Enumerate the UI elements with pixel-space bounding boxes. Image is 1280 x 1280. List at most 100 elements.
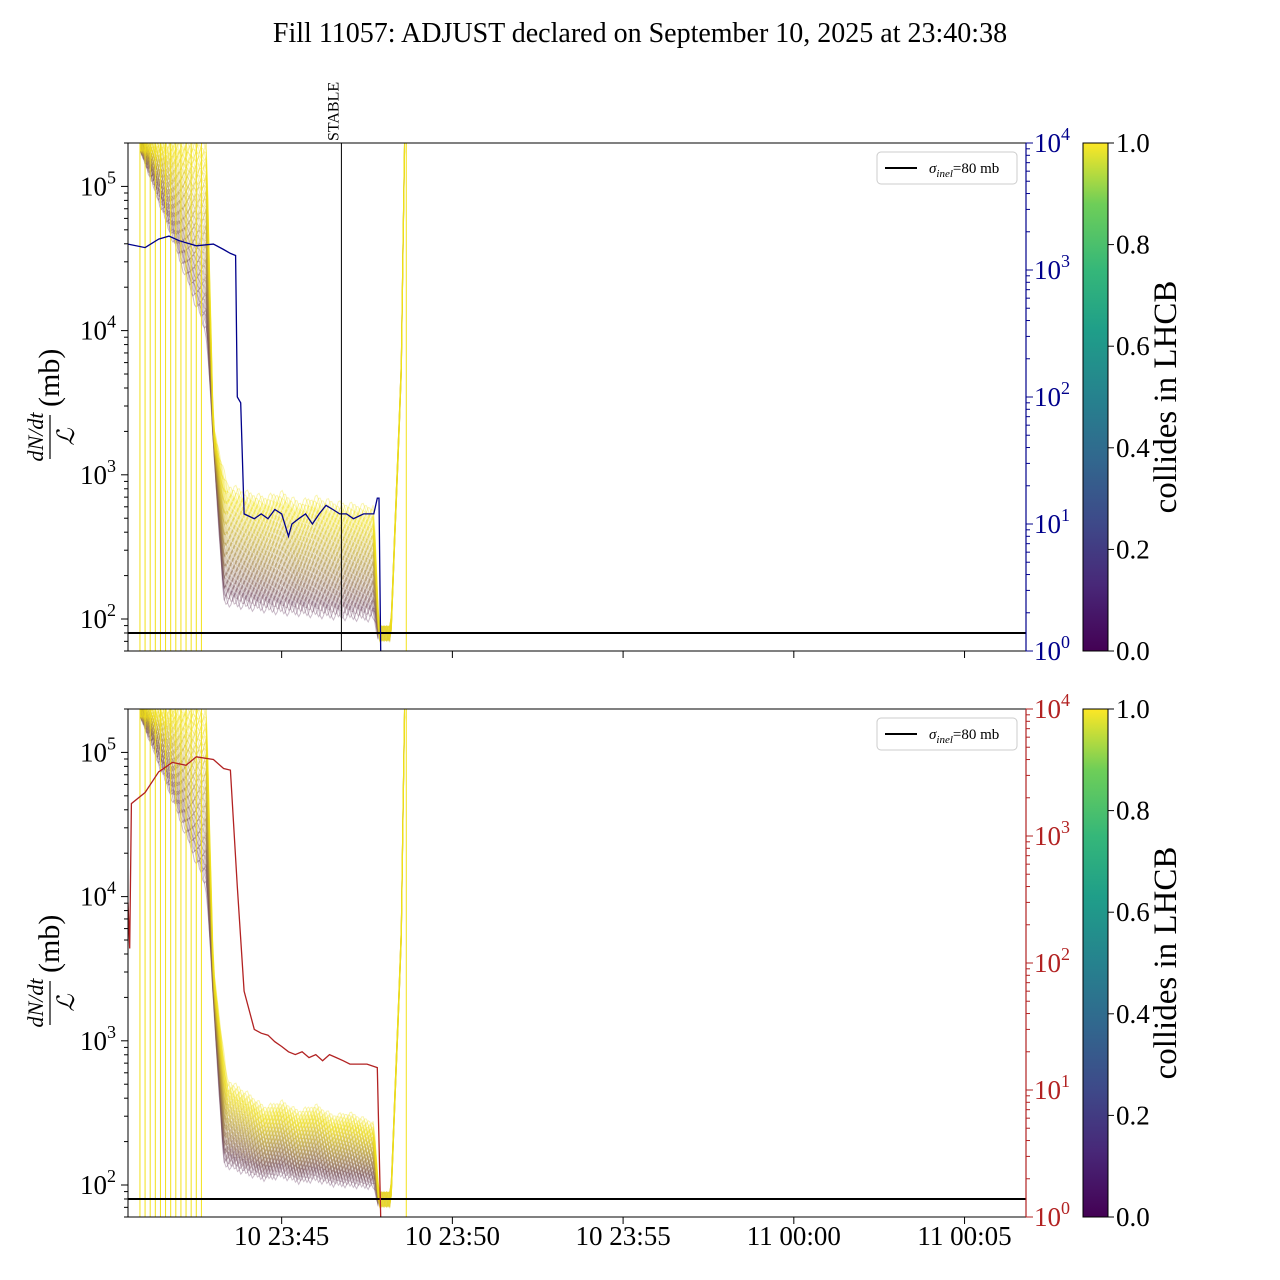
colorbar-tick-label: 0.6	[1116, 331, 1150, 361]
bunch-trace	[139, 143, 379, 628]
bunch-trace	[139, 143, 406, 643]
bunch-trace	[141, 709, 379, 1203]
bunch-trace	[139, 709, 406, 1209]
bunch-trace	[139, 713, 379, 1189]
bunch-trace	[141, 143, 406, 642]
right-tick-exponent: 3	[1061, 251, 1070, 271]
bunch-trace	[139, 711, 379, 1193]
bunch-trace	[140, 143, 379, 639]
bunch-trace	[139, 143, 379, 624]
right-tick-exponent: 4	[1061, 690, 1070, 710]
x-tick-label: 11 00:00	[747, 1221, 841, 1251]
y-label-numerator: dN/dt	[23, 978, 48, 1028]
bunch-trace	[139, 709, 379, 1193]
legend-subscript: inel	[936, 168, 953, 180]
right-tick-exponent: 0	[1061, 1198, 1070, 1218]
bunch-trace	[139, 143, 406, 642]
bunch-trace	[140, 143, 405, 642]
bunch-trace	[139, 709, 406, 1208]
bunch-trace	[139, 709, 406, 1209]
bunch-trace	[139, 143, 406, 643]
legend-sigma: σ	[929, 727, 937, 743]
bunch-trace	[139, 709, 379, 1192]
y-tick-label: 102	[80, 600, 116, 634]
bunch-trace	[139, 709, 379, 1200]
bunch-trace	[139, 709, 379, 1190]
right-tick-base: 10	[1034, 1075, 1061, 1105]
bunch-trace	[140, 143, 379, 625]
chart-title: Fill 11057: ADJUST declared on September…	[272, 18, 1008, 49]
colorbar-tick-label: 0.6	[1116, 897, 1150, 927]
legend-box	[876, 151, 1018, 185]
y-label-denominator: ℒ	[54, 428, 80, 446]
colorbar-tick-label: 0.2	[1116, 1100, 1150, 1130]
y-tick-exponent: 2	[107, 600, 116, 620]
bunch-trace	[140, 143, 379, 630]
bunch-trace	[139, 709, 379, 1199]
bunch-trace	[140, 709, 379, 1206]
colorbar-tick-label: 0.2	[1116, 534, 1150, 564]
stable-label: STABLE	[325, 82, 342, 141]
bunch-trace	[143, 709, 406, 1208]
bunch-trace	[141, 143, 379, 639]
bunch-trace	[139, 709, 379, 1202]
right-tick-base: 10	[1034, 255, 1061, 285]
colorbar-tick-label: 0.4	[1116, 433, 1150, 463]
colorbar	[1082, 708, 1109, 1218]
bunch-trace	[139, 709, 379, 1190]
bunch-trace	[139, 143, 406, 642]
bunch-trace	[139, 709, 406, 1208]
plot-area-lower	[128, 709, 1026, 1217]
colorbar-tick-label: 0.0	[1116, 1202, 1150, 1232]
plot-area-upper	[128, 143, 1026, 651]
bunch-trace	[139, 143, 406, 641]
y-tick-exponent: 4	[107, 312, 116, 332]
right-tick-base: 10	[1034, 821, 1061, 851]
colorbar-tick-label: 1.0	[1116, 128, 1150, 158]
bunch-trace	[139, 146, 379, 630]
colorbar-tick-label: 0.0	[1116, 636, 1150, 666]
y-tick-exponent: 3	[107, 456, 116, 476]
y-axis-label: dN/dt ℒ (mb)	[23, 349, 80, 462]
bunch-trace	[139, 709, 379, 1196]
right-axis-series-line	[128, 235, 382, 651]
bunch-trace	[139, 143, 406, 643]
x-tick-label: 10 23:50	[405, 1221, 500, 1251]
bunch-trace	[143, 143, 379, 631]
y-tick-exponent: 4	[107, 878, 116, 898]
bunch-trace	[140, 709, 379, 1199]
colorbar-label: collides in LHCB	[1148, 281, 1184, 514]
bunch-trace	[139, 709, 406, 1207]
bunch-trace	[142, 143, 406, 642]
bunch-trace	[139, 143, 406, 643]
right-tick-exponent: 0	[1061, 632, 1070, 652]
bunch-trace	[141, 143, 405, 641]
bunch-trace	[140, 143, 406, 643]
y-label-numerator: dN/dt	[23, 412, 48, 462]
y-tick-label: 103	[80, 1022, 116, 1056]
bunch-trace	[141, 143, 379, 635]
legend-label: σinel=80 mb	[929, 161, 999, 180]
bunch-trace	[139, 144, 379, 627]
y-tick-exponent: 5	[107, 167, 116, 187]
right-tick-label: 101	[1034, 505, 1070, 539]
right-tick-exponent: 3	[1061, 817, 1070, 837]
bunch-trace	[140, 709, 379, 1205]
bunch-trace	[140, 143, 379, 638]
bunch-trace	[141, 709, 379, 1206]
colorbar-label: collides in LHCB	[1148, 847, 1184, 1080]
bunch-trace	[139, 143, 379, 620]
y-tick-base: 10	[80, 1170, 107, 1200]
right-tick-exponent: 2	[1061, 944, 1070, 964]
bunch-trace	[139, 143, 406, 643]
bunch-trace	[143, 143, 406, 643]
bunch-trace	[141, 709, 379, 1198]
bunch-trace	[139, 143, 379, 627]
bunch-trace	[139, 712, 379, 1197]
bunch-trace	[139, 143, 379, 622]
bunch-trace	[142, 709, 406, 1207]
bunch-trace	[139, 709, 406, 1209]
